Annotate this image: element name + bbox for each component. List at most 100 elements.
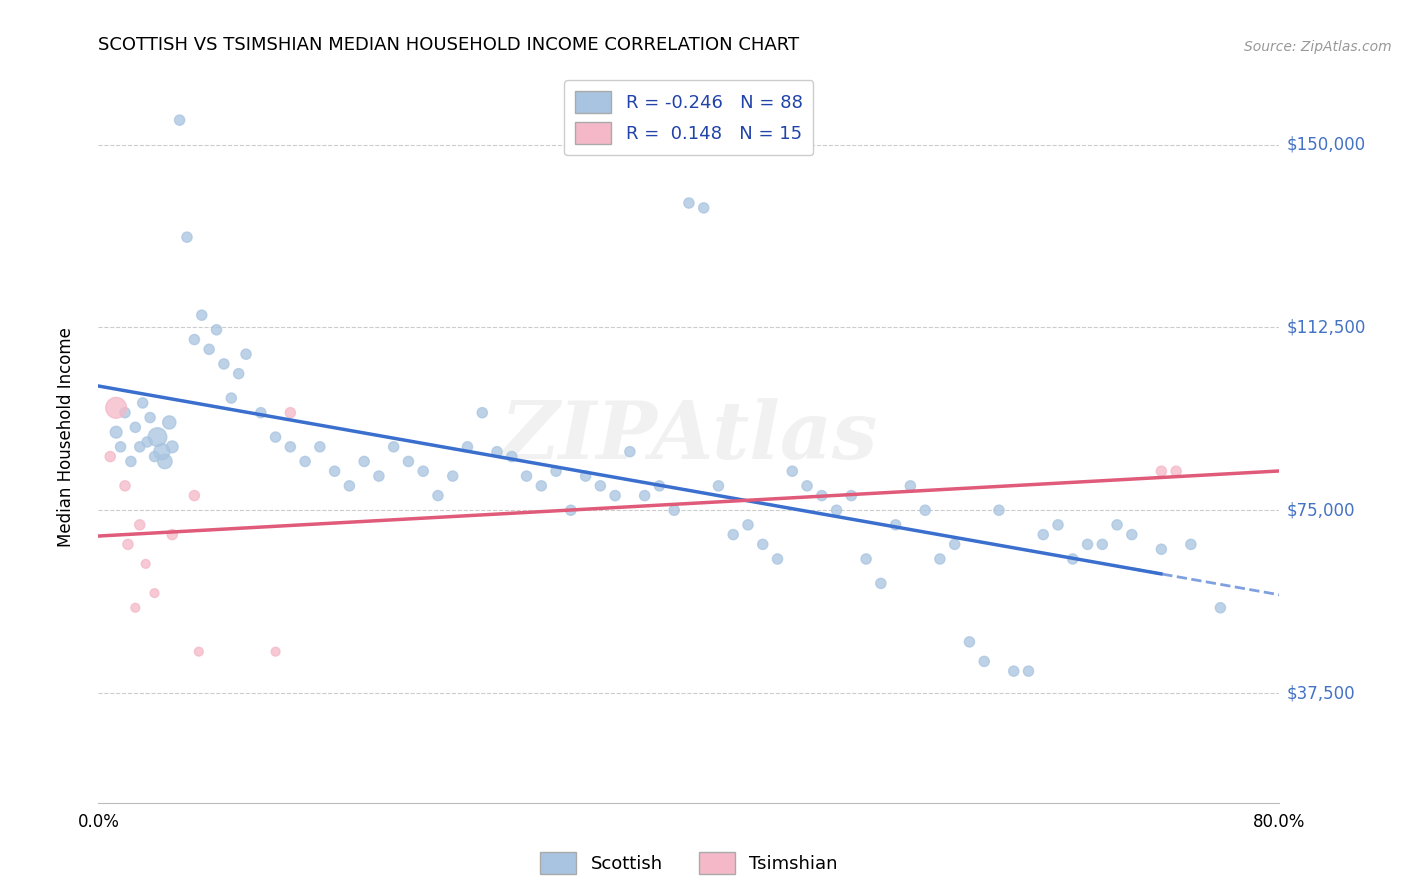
Point — [664, 503, 686, 517]
Point — [605, 489, 627, 503]
Text: Source: ZipAtlas.com: Source: ZipAtlas.com — [1244, 39, 1392, 54]
Point — [198, 343, 221, 357]
Point — [884, 517, 907, 532]
Point — [124, 600, 146, 615]
Point — [560, 503, 582, 517]
Point — [398, 454, 420, 468]
Point — [176, 230, 198, 244]
Point — [114, 406, 136, 420]
Point — [136, 434, 159, 449]
Point — [368, 469, 391, 483]
Point — [412, 464, 434, 478]
Legend: Scottish, Tsimshian: Scottish, Tsimshian — [533, 845, 845, 881]
Point — [110, 440, 132, 454]
Point — [309, 440, 332, 454]
Point — [187, 645, 209, 659]
Point — [1150, 542, 1173, 557]
Point — [323, 464, 346, 478]
Point — [1091, 537, 1114, 551]
Point — [162, 527, 183, 541]
Point — [825, 503, 848, 517]
Point — [1166, 464, 1188, 478]
Point — [1121, 527, 1143, 541]
Point — [212, 357, 235, 371]
Point — [280, 406, 302, 420]
Point — [810, 489, 832, 503]
Point — [1107, 517, 1129, 532]
Point — [1209, 600, 1232, 615]
Point — [737, 517, 759, 532]
Point — [634, 489, 657, 503]
Point — [693, 201, 716, 215]
Point — [153, 454, 176, 468]
Point — [157, 416, 180, 430]
Point — [162, 440, 183, 454]
Point — [1018, 664, 1040, 678]
Point — [575, 469, 598, 483]
Point — [855, 552, 877, 566]
Point — [135, 557, 157, 571]
Point — [441, 469, 464, 483]
Point — [1077, 537, 1099, 551]
Point — [707, 479, 730, 493]
Point — [501, 450, 523, 464]
Point — [280, 440, 302, 454]
Point — [382, 440, 405, 454]
Point — [221, 391, 243, 405]
Point — [1062, 552, 1084, 566]
Point — [1046, 517, 1070, 532]
Point — [191, 308, 214, 322]
Point — [183, 333, 205, 347]
Point — [914, 503, 936, 517]
Point — [943, 537, 966, 551]
Point — [546, 464, 568, 478]
Point — [841, 489, 863, 503]
Point — [648, 479, 671, 493]
Point — [228, 367, 250, 381]
Point — [150, 444, 173, 458]
Point — [128, 517, 150, 532]
Point — [294, 454, 316, 468]
Point — [427, 489, 450, 503]
Point — [900, 479, 922, 493]
Point — [796, 479, 818, 493]
Point — [105, 425, 128, 440]
Point — [105, 401, 128, 415]
Text: $112,500: $112,500 — [1286, 318, 1365, 336]
Point — [339, 479, 361, 493]
Point — [959, 635, 981, 649]
Point — [183, 489, 205, 503]
Point — [1180, 537, 1202, 551]
Point — [752, 537, 775, 551]
Point — [486, 444, 509, 458]
Point — [782, 464, 804, 478]
Point — [132, 396, 155, 410]
Point — [457, 440, 479, 454]
Point — [1032, 527, 1054, 541]
Point — [1150, 464, 1173, 478]
Point — [973, 654, 995, 668]
Point — [98, 450, 121, 464]
Point — [124, 420, 146, 434]
Point — [678, 196, 700, 211]
Point — [128, 440, 150, 454]
Point — [870, 576, 893, 591]
Point — [619, 444, 641, 458]
Point — [205, 323, 228, 337]
Point — [530, 479, 553, 493]
Point — [516, 469, 538, 483]
Point — [120, 454, 142, 468]
Point — [139, 410, 162, 425]
Point — [114, 479, 136, 493]
Point — [1002, 664, 1025, 678]
Point — [143, 586, 166, 600]
Point — [353, 454, 375, 468]
Point — [988, 503, 1011, 517]
Text: $75,000: $75,000 — [1286, 501, 1355, 519]
Point — [264, 645, 287, 659]
Point — [143, 450, 166, 464]
Point — [250, 406, 273, 420]
Point — [471, 406, 494, 420]
Point — [146, 430, 169, 444]
Point — [723, 527, 745, 541]
